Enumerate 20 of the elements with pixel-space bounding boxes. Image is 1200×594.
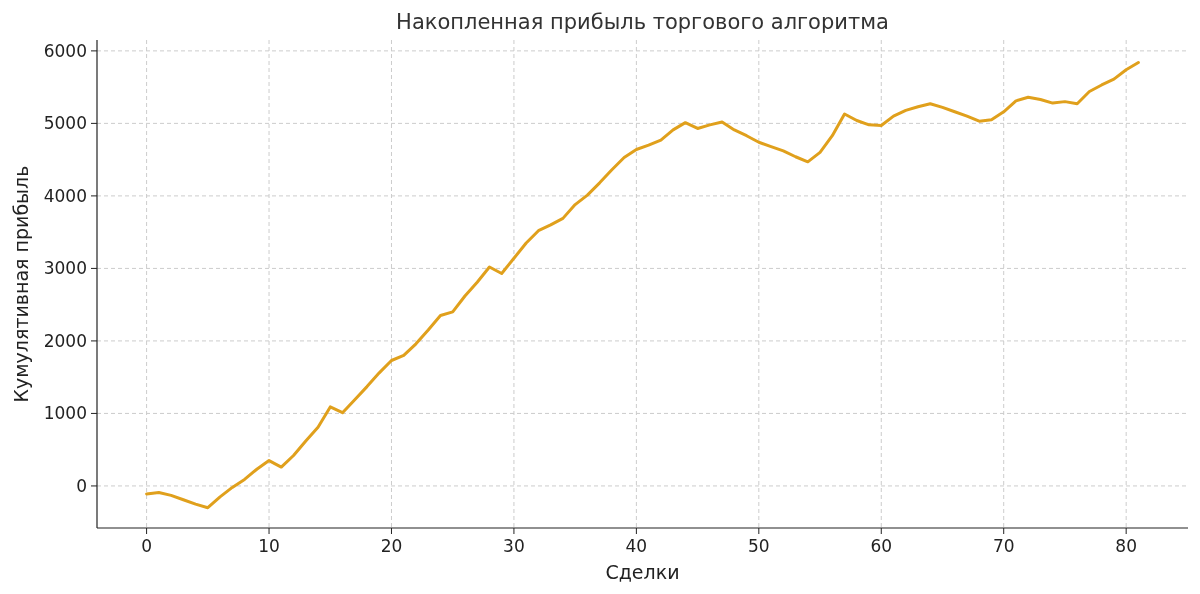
y-tick-label: 4000	[43, 185, 87, 206]
x-tick-label: 60	[870, 536, 893, 556]
x-tick-label: 40	[625, 536, 648, 556]
y-tick-label: 2000	[43, 330, 87, 351]
x-tick-label: 70	[992, 536, 1015, 556]
x-tick-label: 80	[1115, 536, 1137, 556]
x-tick-label: 0	[141, 536, 152, 556]
x-axis-title: Сделки	[605, 561, 680, 583]
x-tick-label: 10	[258, 536, 280, 556]
x-tick-label: 50	[748, 536, 770, 556]
x-tick-label: 20	[380, 536, 403, 556]
chart-title: Накопленная прибыль торгового алгоритма	[396, 10, 889, 34]
y-tick-label: 3000	[43, 258, 87, 279]
y-tick-label: 0	[76, 475, 87, 496]
y-axis-title: Кумулятивная прибыль	[10, 165, 32, 403]
x-tick-label: 30	[503, 536, 525, 556]
y-tick-label: 1000	[43, 403, 87, 424]
y-tick-label: 6000	[43, 40, 87, 61]
y-tick-label: 5000	[43, 113, 87, 134]
line-series	[145, 60, 1140, 510]
